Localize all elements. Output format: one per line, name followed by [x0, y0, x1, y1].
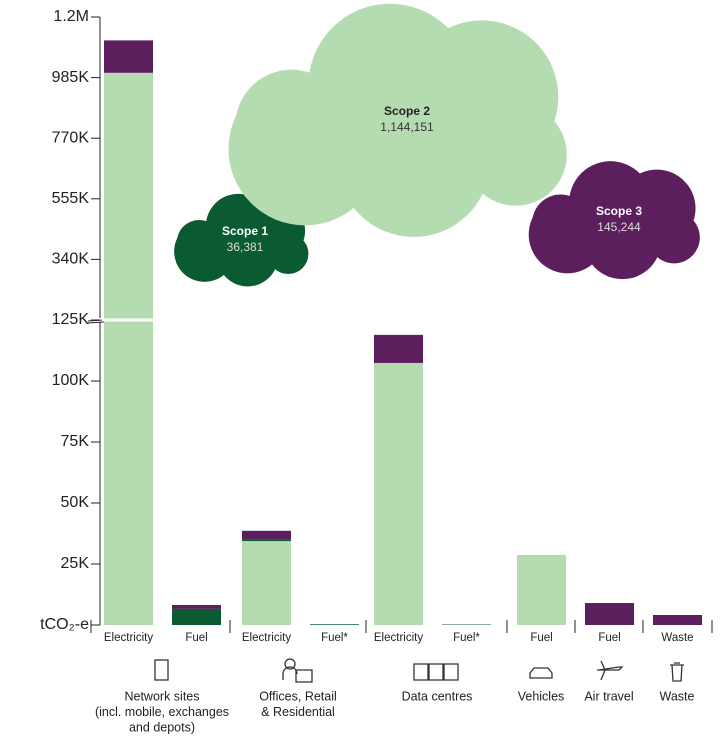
y-tick-label: 50K: [61, 494, 90, 511]
cloud: [174, 193, 309, 287]
x-tick-label: Electricity: [374, 632, 423, 644]
x-tick-label: Electricity: [242, 632, 291, 644]
cloud-title: Scope 2: [384, 104, 430, 118]
x-tick-label: Fuel: [530, 632, 552, 644]
person-icon: [284, 658, 296, 670]
cloud-puff: [235, 69, 348, 182]
y-tick-label: 125K: [52, 311, 90, 328]
bar-segment: [242, 530, 291, 540]
bin-icon: [670, 662, 684, 682]
bar-segment: [374, 334, 423, 363]
bar-segment: [242, 541, 291, 625]
x-tick-label: Fuel*: [321, 632, 348, 644]
cloud-puff: [217, 225, 279, 287]
group-label: & Residential: [261, 705, 335, 719]
bar-segment: [374, 362, 423, 625]
cloud-title: Scope 1: [222, 224, 268, 238]
building-icon: [154, 659, 169, 681]
bar-segment: [104, 72, 153, 626]
datacentre-icon: [413, 663, 459, 681]
x-tick-label: Fuel*: [453, 632, 480, 644]
cloud-puff: [532, 194, 589, 252]
bar-segment: [104, 40, 153, 73]
cloud-value: 145,244: [597, 220, 641, 234]
bar-segment: [310, 624, 359, 625]
bar-segment: [653, 614, 702, 625]
group-label: Vehicles: [518, 689, 565, 703]
group-label: and depots): [129, 720, 195, 734]
y-tick-label: 75K: [61, 433, 90, 450]
cloud-value: 1,144,151: [380, 120, 434, 134]
cloud-puff: [648, 211, 700, 264]
cloud: [228, 3, 567, 237]
x-tick-label: Electricity: [104, 632, 153, 644]
cloud-value: 36,381: [227, 240, 264, 254]
y-tick-label: 340K: [52, 251, 90, 268]
group-label: Waste: [660, 689, 695, 703]
bar-segment: [172, 608, 221, 625]
x-tick-label: Fuel: [598, 632, 620, 644]
x-tick-label: Waste: [661, 632, 693, 644]
group-label: Offices, Retail: [259, 689, 337, 703]
bar-segment: [172, 604, 221, 609]
y-tick-label: 1.2M: [53, 8, 89, 25]
bar-segment: [517, 554, 566, 625]
cloud-title: Scope 3: [596, 204, 642, 218]
y-tick-label: 770K: [52, 129, 90, 146]
vehicle-icon: [529, 667, 553, 679]
y-tick-label: 25K: [61, 555, 90, 572]
group-label: (incl. mobile, exchanges: [95, 705, 229, 719]
y-tick-label: 985K: [52, 69, 90, 86]
group-label: Network sites: [124, 689, 199, 703]
y-tick-label: 555K: [52, 190, 90, 207]
x-tick-label: Fuel: [185, 632, 207, 644]
cloud-puff: [464, 103, 567, 206]
y-tick-label: 100K: [52, 372, 90, 389]
bar-segment: [585, 603, 634, 625]
bar-segment: [242, 539, 291, 542]
group-label: Data centres: [402, 689, 473, 703]
cloud-puff: [267, 233, 309, 275]
office-icon: [282, 666, 313, 683]
y-tick-label: tCO₂-e: [40, 616, 89, 633]
icons: [154, 658, 684, 683]
group-label: Air travel: [584, 689, 633, 703]
plane-icon: [597, 660, 624, 681]
cloud-puff: [337, 83, 491, 237]
axis-break-gap: [102, 318, 154, 322]
cloud-puff: [583, 201, 662, 280]
cloud: [528, 161, 700, 280]
cloud-puff: [176, 220, 222, 265]
